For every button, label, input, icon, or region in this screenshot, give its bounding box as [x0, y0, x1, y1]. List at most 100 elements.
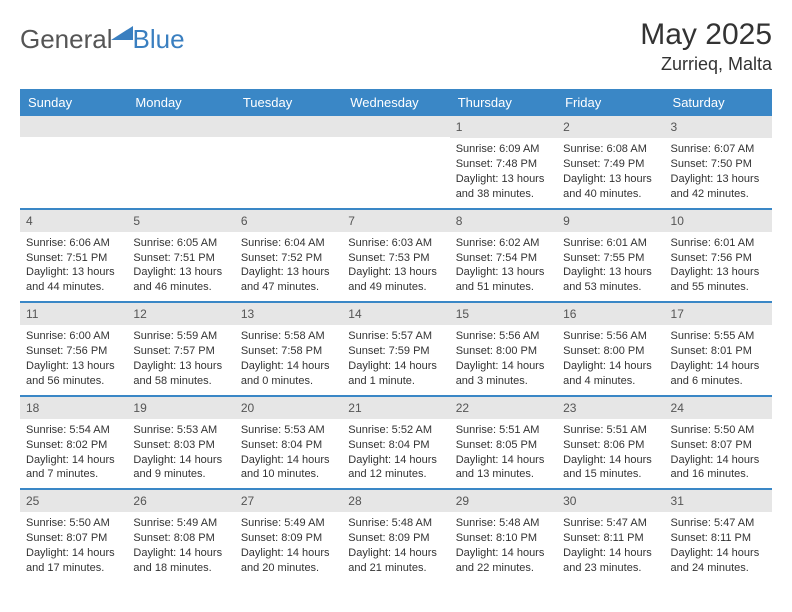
day-cell: 3Sunrise: 6:07 AMSunset: 7:50 PMDaylight… — [665, 116, 772, 208]
daylight-text: Daylight: 14 hours — [346, 546, 445, 561]
day-cell — [235, 116, 342, 208]
sunset-text: Sunset: 7:51 PM — [131, 251, 230, 266]
daylight-text: and 56 minutes. — [24, 374, 123, 389]
day-header: Friday — [557, 89, 664, 116]
sunset-text: Sunset: 7:55 PM — [561, 251, 660, 266]
sunset-text: Sunset: 7:56 PM — [24, 344, 123, 359]
daylight-text: Daylight: 13 hours — [346, 265, 445, 280]
day-number: 12 — [127, 303, 234, 325]
daylight-text: Daylight: 14 hours — [24, 453, 123, 468]
daylight-text: Daylight: 13 hours — [561, 172, 660, 187]
day-cell: 9 Sunrise: 6:01 AMSunset: 7:55 PMDaylight… — [557, 210, 664, 302]
sunrise-text: Sunrise: 6:01 AM — [561, 236, 660, 251]
daylight-text: Daylight: 13 hours — [561, 265, 660, 280]
daylight-text: and 10 minutes. — [239, 467, 338, 482]
week-row: 25Sunrise: 5:50 AMSunset: 8:07 PMDayligh… — [20, 490, 772, 582]
day-cell: 17Sunrise: 5:55 AMSunset: 8:01 PMDayligh… — [665, 303, 772, 395]
logo-text-blue: Blue — [133, 24, 185, 55]
day-cell — [127, 116, 234, 208]
day-number: 8 — [450, 210, 557, 232]
daylight-text: Daylight: 14 hours — [561, 359, 660, 374]
day-number: 30 — [557, 490, 664, 512]
daylight-text: Daylight: 14 hours — [239, 359, 338, 374]
day-number: 10 — [665, 210, 772, 232]
sunrise-text: Sunrise: 5:47 AM — [669, 516, 768, 531]
day-number: 23 — [557, 397, 664, 419]
day-number: 13 — [235, 303, 342, 325]
day-cell: 14 Sunrise: 5:57 AMSunset: 7:59 PMDayligh… — [342, 303, 449, 395]
day-header-row: SundayMondayTuesdayWednesdayThursdayFrid… — [20, 89, 772, 116]
day-cell: 5Sunrise: 6:05 AMSunset: 7:51 PMDaylight… — [127, 210, 234, 302]
sunset-text: Sunset: 7:52 PM — [239, 251, 338, 266]
sunset-text: Sunset: 7:57 PM — [131, 344, 230, 359]
daylight-text: and 12 minutes. — [346, 467, 445, 482]
day-number: 28 — [342, 490, 449, 512]
day-number: 20 — [235, 397, 342, 419]
day-number: 25 — [20, 490, 127, 512]
sunset-text: Sunset: 7:59 PM — [346, 344, 445, 359]
day-cell: 7Sunrise: 6:03 AMSunset: 7:53 PMDaylight… — [342, 210, 449, 302]
day-number: 9 — [557, 210, 664, 232]
sunrise-text: Sunrise: 5:49 AM — [239, 516, 338, 531]
daylight-text: Daylight: 14 hours — [24, 546, 123, 561]
daylight-text: and 23 minutes. — [561, 561, 660, 576]
day-cell: 10Sunrise: 6:01 AMSunset: 7:56 PMDayligh… — [665, 210, 772, 302]
sunset-text: Sunset: 8:08 PM — [131, 531, 230, 546]
daylight-text: Daylight: 14 hours — [239, 453, 338, 468]
daylight-text: and 38 minutes. — [454, 187, 553, 202]
sunrise-text: Sunrise: 6:09 AM — [454, 142, 553, 157]
day-number: 1 — [450, 116, 557, 138]
day-cell: 1Sunrise: 6:09 AMSunset: 7:48 PMDaylight… — [450, 116, 557, 208]
day-cell: 16Sunrise: 5:56 AMSunset: 8:00 PMDayligh… — [557, 303, 664, 395]
daylight-text: Daylight: 13 hours — [131, 359, 230, 374]
logo: General Blue — [20, 24, 185, 55]
daylight-text: Daylight: 14 hours — [346, 359, 445, 374]
sunset-text: Sunset: 7:54 PM — [454, 251, 553, 266]
sunset-text: Sunset: 8:00 PM — [454, 344, 553, 359]
sunset-text: Sunset: 8:07 PM — [669, 438, 768, 453]
sunset-text: Sunset: 8:09 PM — [346, 531, 445, 546]
sunset-text: Sunset: 8:11 PM — [561, 531, 660, 546]
day-number — [342, 116, 449, 137]
daylight-text: Daylight: 13 hours — [669, 172, 768, 187]
sunrise-text: Sunrise: 6:03 AM — [346, 236, 445, 251]
daylight-text: Daylight: 14 hours — [669, 546, 768, 561]
daylight-text: and 53 minutes. — [561, 280, 660, 295]
day-cell: 13Sunrise: 5:58 AMSunset: 7:58 PMDayligh… — [235, 303, 342, 395]
day-number: 26 — [127, 490, 234, 512]
day-number: 6 — [235, 210, 342, 232]
sunrise-text: Sunrise: 5:48 AM — [454, 516, 553, 531]
day-header: Monday — [127, 89, 234, 116]
day-cell: 30Sunrise: 5:47 AMSunset: 8:11 PMDayligh… — [557, 490, 664, 582]
day-number: 31 — [665, 490, 772, 512]
sunrise-text: Sunrise: 5:56 AM — [454, 329, 553, 344]
day-header: Sunday — [20, 89, 127, 116]
daylight-text: and 16 minutes. — [669, 467, 768, 482]
day-number — [127, 116, 234, 137]
day-cell: 26Sunrise: 5:49 AMSunset: 8:08 PMDayligh… — [127, 490, 234, 582]
day-number: 19 — [127, 397, 234, 419]
day-number: 27 — [235, 490, 342, 512]
sunset-text: Sunset: 8:01 PM — [669, 344, 768, 359]
sunset-text: Sunset: 7:53 PM — [346, 251, 445, 266]
sunset-text: Sunset: 8:07 PM — [24, 531, 123, 546]
day-number: 2 — [557, 116, 664, 138]
day-cell: 18Sunrise: 5:54 AMSunset: 8:02 PMDayligh… — [20, 397, 127, 489]
day-cell: 20Sunrise: 5:53 AMSunset: 8:04 PMDayligh… — [235, 397, 342, 489]
location: Zurrieq, Malta — [640, 54, 772, 75]
sunset-text: Sunset: 8:00 PM — [561, 344, 660, 359]
sunrise-text: Sunrise: 5:57 AM — [346, 329, 445, 344]
daylight-text: and 4 minutes. — [561, 374, 660, 389]
sunrise-text: Sunrise: 5:58 AM — [239, 329, 338, 344]
month-title: May 2025 — [640, 18, 772, 52]
day-number — [20, 116, 127, 137]
sunrise-text: Sunrise: 5:53 AM — [131, 423, 230, 438]
daylight-text: Daylight: 14 hours — [561, 546, 660, 561]
daylight-text: and 44 minutes. — [24, 280, 123, 295]
day-header: Wednesday — [342, 89, 449, 116]
day-number: 24 — [665, 397, 772, 419]
sunrise-text: Sunrise: 5:49 AM — [131, 516, 230, 531]
day-number: 14 — [342, 303, 449, 325]
day-header: Saturday — [665, 89, 772, 116]
week-row: 4Sunrise: 6:06 AMSunset: 7:51 PMDaylight… — [20, 210, 772, 304]
